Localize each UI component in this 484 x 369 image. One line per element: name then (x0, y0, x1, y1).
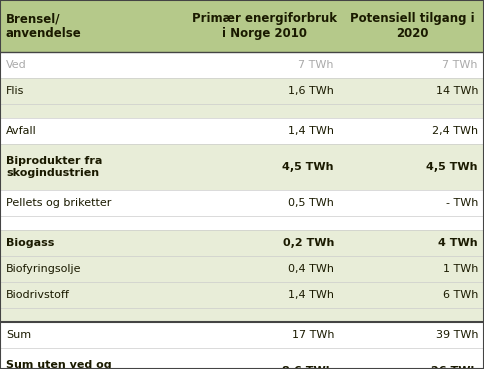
Bar (0, 144, 484, 190)
Text: 26 TWh: 26 TWh (431, 366, 478, 369)
Text: 0,2 TWh: 0,2 TWh (283, 238, 334, 248)
Text: Pellets og briketter: Pellets og briketter (6, 198, 111, 208)
Text: 14 TWh: 14 TWh (436, 86, 478, 96)
Text: Biprodukter fra
skogindustrien: Biprodukter fra skogindustrien (6, 156, 103, 178)
Text: Biodrivstoff: Biodrivstoff (6, 290, 70, 300)
Text: 1,4 TWh: 1,4 TWh (288, 126, 334, 136)
Text: Avfall: Avfall (6, 126, 37, 136)
Text: - TWh: - TWh (446, 198, 478, 208)
Bar (0, 216, 484, 230)
Bar (0, 322, 484, 348)
Text: 4,5 TWh: 4,5 TWh (283, 162, 334, 172)
Text: Brensel/
anvendelse: Brensel/ anvendelse (6, 12, 82, 40)
Bar (0, 118, 484, 144)
Text: 6 TWh: 6 TWh (443, 290, 478, 300)
Bar (0, 256, 484, 282)
Text: 1,4 TWh: 1,4 TWh (288, 290, 334, 300)
Bar (0, 0, 484, 52)
Text: 0,4 TWh: 0,4 TWh (288, 264, 334, 274)
Text: Sum: Sum (6, 330, 31, 340)
Text: Sum uten ved og
biodrivstoff: Sum uten ved og biodrivstoff (6, 360, 112, 369)
Text: 17 TWh: 17 TWh (291, 330, 334, 340)
Text: Flis: Flis (6, 86, 24, 96)
Text: 1 TWh: 1 TWh (443, 264, 478, 274)
Bar (0, 78, 484, 104)
Bar (0, 230, 484, 256)
Bar (0, 104, 484, 118)
Text: Potensiell tilgang i
2020: Potensiell tilgang i 2020 (349, 12, 474, 40)
Bar (0, 52, 484, 78)
Text: 8,6 TWh: 8,6 TWh (282, 366, 334, 369)
Text: 39 TWh: 39 TWh (436, 330, 478, 340)
Text: Biofyringsolje: Biofyringsolje (6, 264, 81, 274)
Bar (0, 190, 484, 216)
Text: 7 TWh: 7 TWh (299, 60, 334, 70)
Bar (0, 348, 484, 369)
Text: Primær energiforbruk
i Norge 2010: Primær energiforbruk i Norge 2010 (193, 12, 337, 40)
Text: 7 TWh: 7 TWh (442, 60, 478, 70)
Text: 4 TWh: 4 TWh (439, 238, 478, 248)
Text: Biogass: Biogass (6, 238, 54, 248)
Text: Ved: Ved (6, 60, 27, 70)
Bar (0, 308, 484, 322)
Text: 1,6 TWh: 1,6 TWh (288, 86, 334, 96)
Bar (0, 282, 484, 308)
Text: 0,5 TWh: 0,5 TWh (288, 198, 334, 208)
Text: 4,5 TWh: 4,5 TWh (426, 162, 478, 172)
Text: 2,4 TWh: 2,4 TWh (432, 126, 478, 136)
